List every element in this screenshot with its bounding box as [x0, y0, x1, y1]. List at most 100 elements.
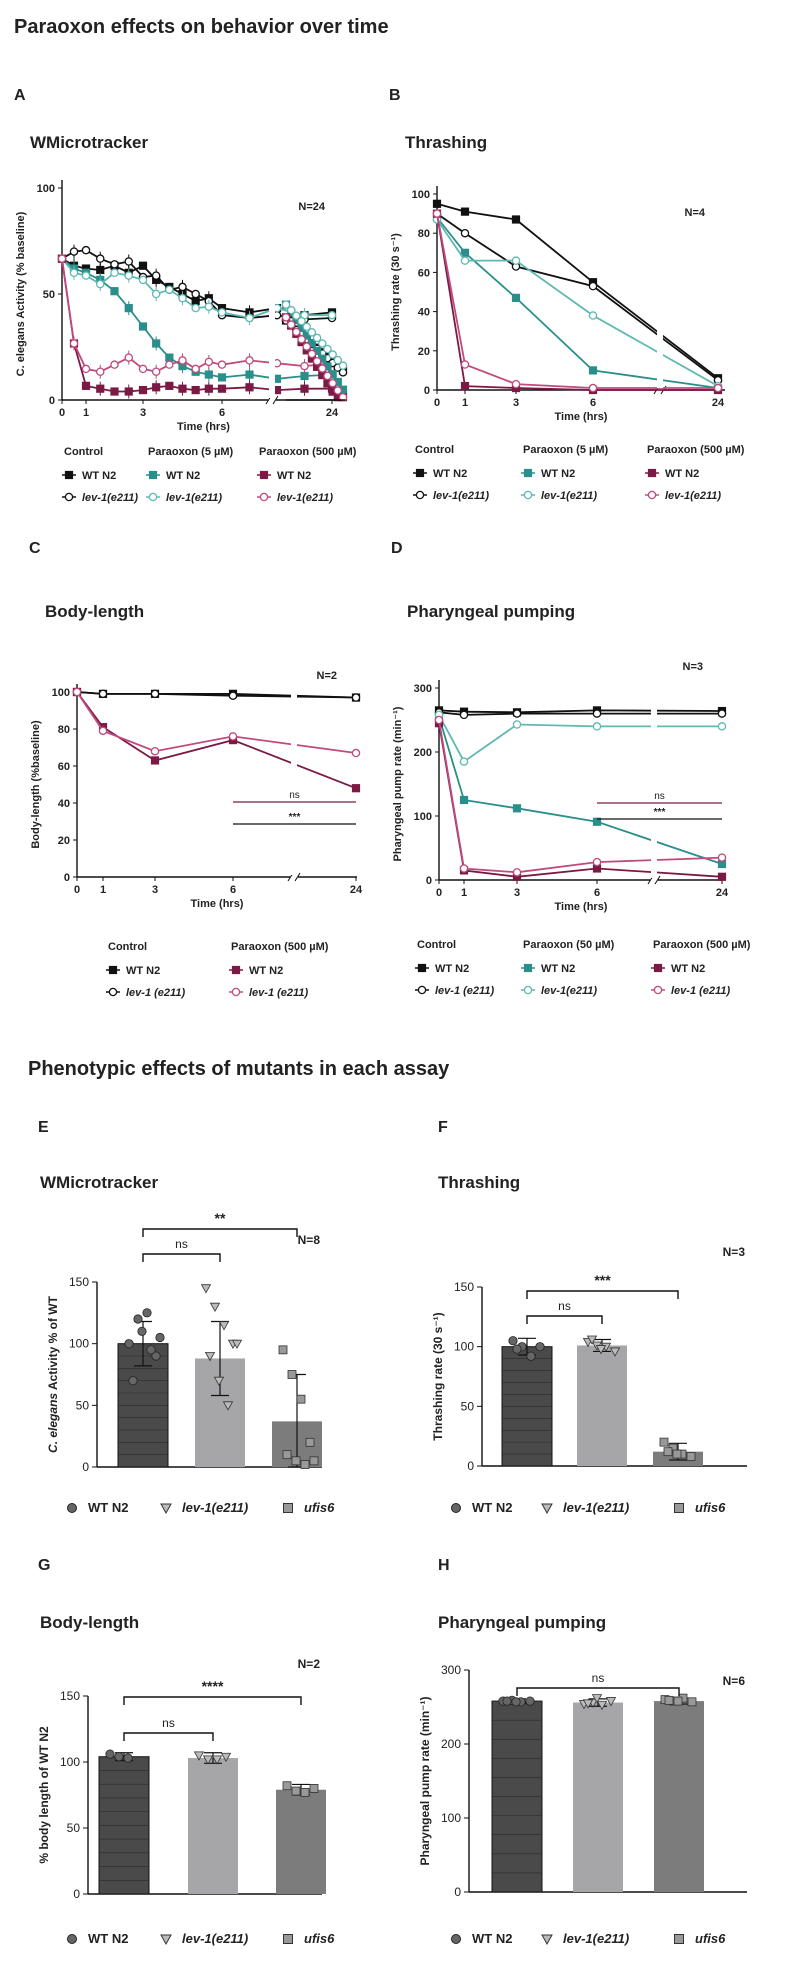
- data-point: [511, 256, 521, 265]
- data-point: [296, 1394, 306, 1404]
- bar: [654, 1701, 704, 1892]
- y-axis-label-italic: C. elegans: [46, 1393, 60, 1453]
- data-point: [717, 853, 727, 862]
- panel-label: E: [38, 1119, 49, 1136]
- series-line: [438, 723, 723, 878]
- x-tick-label: 1: [462, 397, 468, 409]
- x-tick-label: 24: [712, 397, 725, 409]
- data-point: [146, 1345, 156, 1355]
- n-label: N=8: [298, 1233, 321, 1247]
- panel-label: D: [391, 540, 403, 557]
- legend-marker: [653, 963, 663, 973]
- data-point: [591, 1694, 603, 1704]
- x-tick-label: 1: [461, 887, 467, 899]
- axis-break-mark: [654, 875, 661, 885]
- data-point: [96, 265, 105, 275]
- x-axis-label: Time (hrs): [555, 901, 608, 913]
- legend-group: Control: [108, 941, 147, 953]
- series-4: [432, 209, 723, 395]
- sig-label: ns: [162, 1716, 175, 1730]
- x-tick-label: 3: [513, 397, 519, 409]
- data-point: [659, 1437, 669, 1447]
- bar: [573, 1702, 623, 1892]
- legend-item: lev-1(e211): [563, 1931, 629, 1946]
- legend-item: lev-1 (e211): [249, 987, 308, 999]
- axis-break-gap: [651, 676, 657, 878]
- y-tick-label: 300: [414, 683, 432, 695]
- legend-group: Paraoxon (50 µM): [523, 939, 615, 951]
- data-point: [512, 868, 522, 877]
- data-point: [278, 1345, 288, 1355]
- x-tick-label: 6: [594, 887, 600, 899]
- y-axis-label: C. elegans Activity (% baseline): [15, 211, 27, 376]
- data-point: [165, 285, 174, 295]
- data-point: [300, 384, 309, 393]
- bar-group-1: [573, 1694, 623, 1892]
- y-axis-label: % body length of WT N2: [37, 1726, 51, 1864]
- data-point: [150, 689, 160, 699]
- data-point: [460, 256, 470, 265]
- cloud-point: [286, 305, 296, 315]
- data-point: [151, 271, 161, 280]
- y-tick-label: 0: [49, 395, 55, 407]
- data-point: [204, 384, 213, 393]
- panel-title: Body-length: [45, 602, 144, 621]
- data-point: [245, 383, 254, 392]
- legend-marker: [67, 1503, 77, 1513]
- legend-marker: [148, 492, 158, 502]
- legend-group: Paraoxon (500 µM): [231, 941, 329, 953]
- data-point: [228, 691, 238, 700]
- x-tick-label: 0: [59, 407, 65, 419]
- data-point: [511, 1697, 521, 1707]
- bar-group-1: [577, 1335, 627, 1466]
- x-tick-label: 1: [83, 407, 89, 419]
- data-point: [592, 857, 602, 867]
- data-point: [717, 709, 727, 718]
- legend-item: lev-1(e211): [182, 1931, 248, 1946]
- y-tick-label: 100: [441, 1811, 461, 1825]
- data-point: [72, 687, 82, 697]
- data-point: [512, 804, 522, 813]
- legend-marker: [231, 987, 241, 997]
- y-axis-label: Pharyngeal pump rate (min⁻¹): [418, 1696, 432, 1865]
- cloud-point: [297, 317, 306, 326]
- cloud-point: [338, 361, 348, 370]
- panel-title: Body-length: [40, 1613, 139, 1632]
- cloud-point: [292, 311, 301, 320]
- legend-item: lev-1(e211): [563, 1500, 629, 1515]
- x-axis-label: Time (hrs): [191, 898, 244, 910]
- data-point: [245, 356, 254, 365]
- cloud-point: [333, 355, 343, 365]
- legend-marker: [415, 490, 425, 500]
- legend-item: lev-1(e211): [541, 985, 597, 997]
- data-point: [663, 1447, 673, 1457]
- y-tick-label: 200: [441, 1737, 461, 1751]
- data-point: [460, 207, 470, 216]
- legend-marker: [674, 1503, 684, 1513]
- bar-group-2: [272, 1345, 322, 1469]
- data-point: [512, 1344, 522, 1354]
- legend-marker: [674, 1934, 684, 1944]
- n-label: N=3: [683, 661, 704, 673]
- data-point: [110, 387, 119, 396]
- data-point: [178, 282, 187, 292]
- sig-label: ns: [558, 1299, 571, 1313]
- legend-marker: [259, 470, 269, 480]
- y-tick-label: 150: [69, 1275, 89, 1289]
- legend-marker: [647, 468, 657, 478]
- panel-E: E WMicrotracker N=8 0 50 100 150 C. elegans Act…: [38, 1119, 335, 1515]
- series-4: [57, 254, 337, 399]
- data-point: [511, 379, 521, 389]
- y-tick-label: 150: [60, 1689, 80, 1703]
- data-point: [586, 1335, 598, 1345]
- data-point: [217, 384, 227, 393]
- data-point: [291, 1456, 301, 1466]
- data-point: [228, 732, 238, 741]
- legend-group: Control: [415, 444, 454, 456]
- panel-B: B Thrashing N=4 0 20 40 60 80 100 0 1 3 6 24 Time (hrs…: [389, 87, 745, 502]
- data-point: [596, 1700, 608, 1711]
- data-point: [191, 364, 200, 374]
- y-tick-label: 20: [418, 346, 430, 358]
- sig-label: ***: [654, 807, 666, 818]
- cloud-point: [323, 371, 332, 381]
